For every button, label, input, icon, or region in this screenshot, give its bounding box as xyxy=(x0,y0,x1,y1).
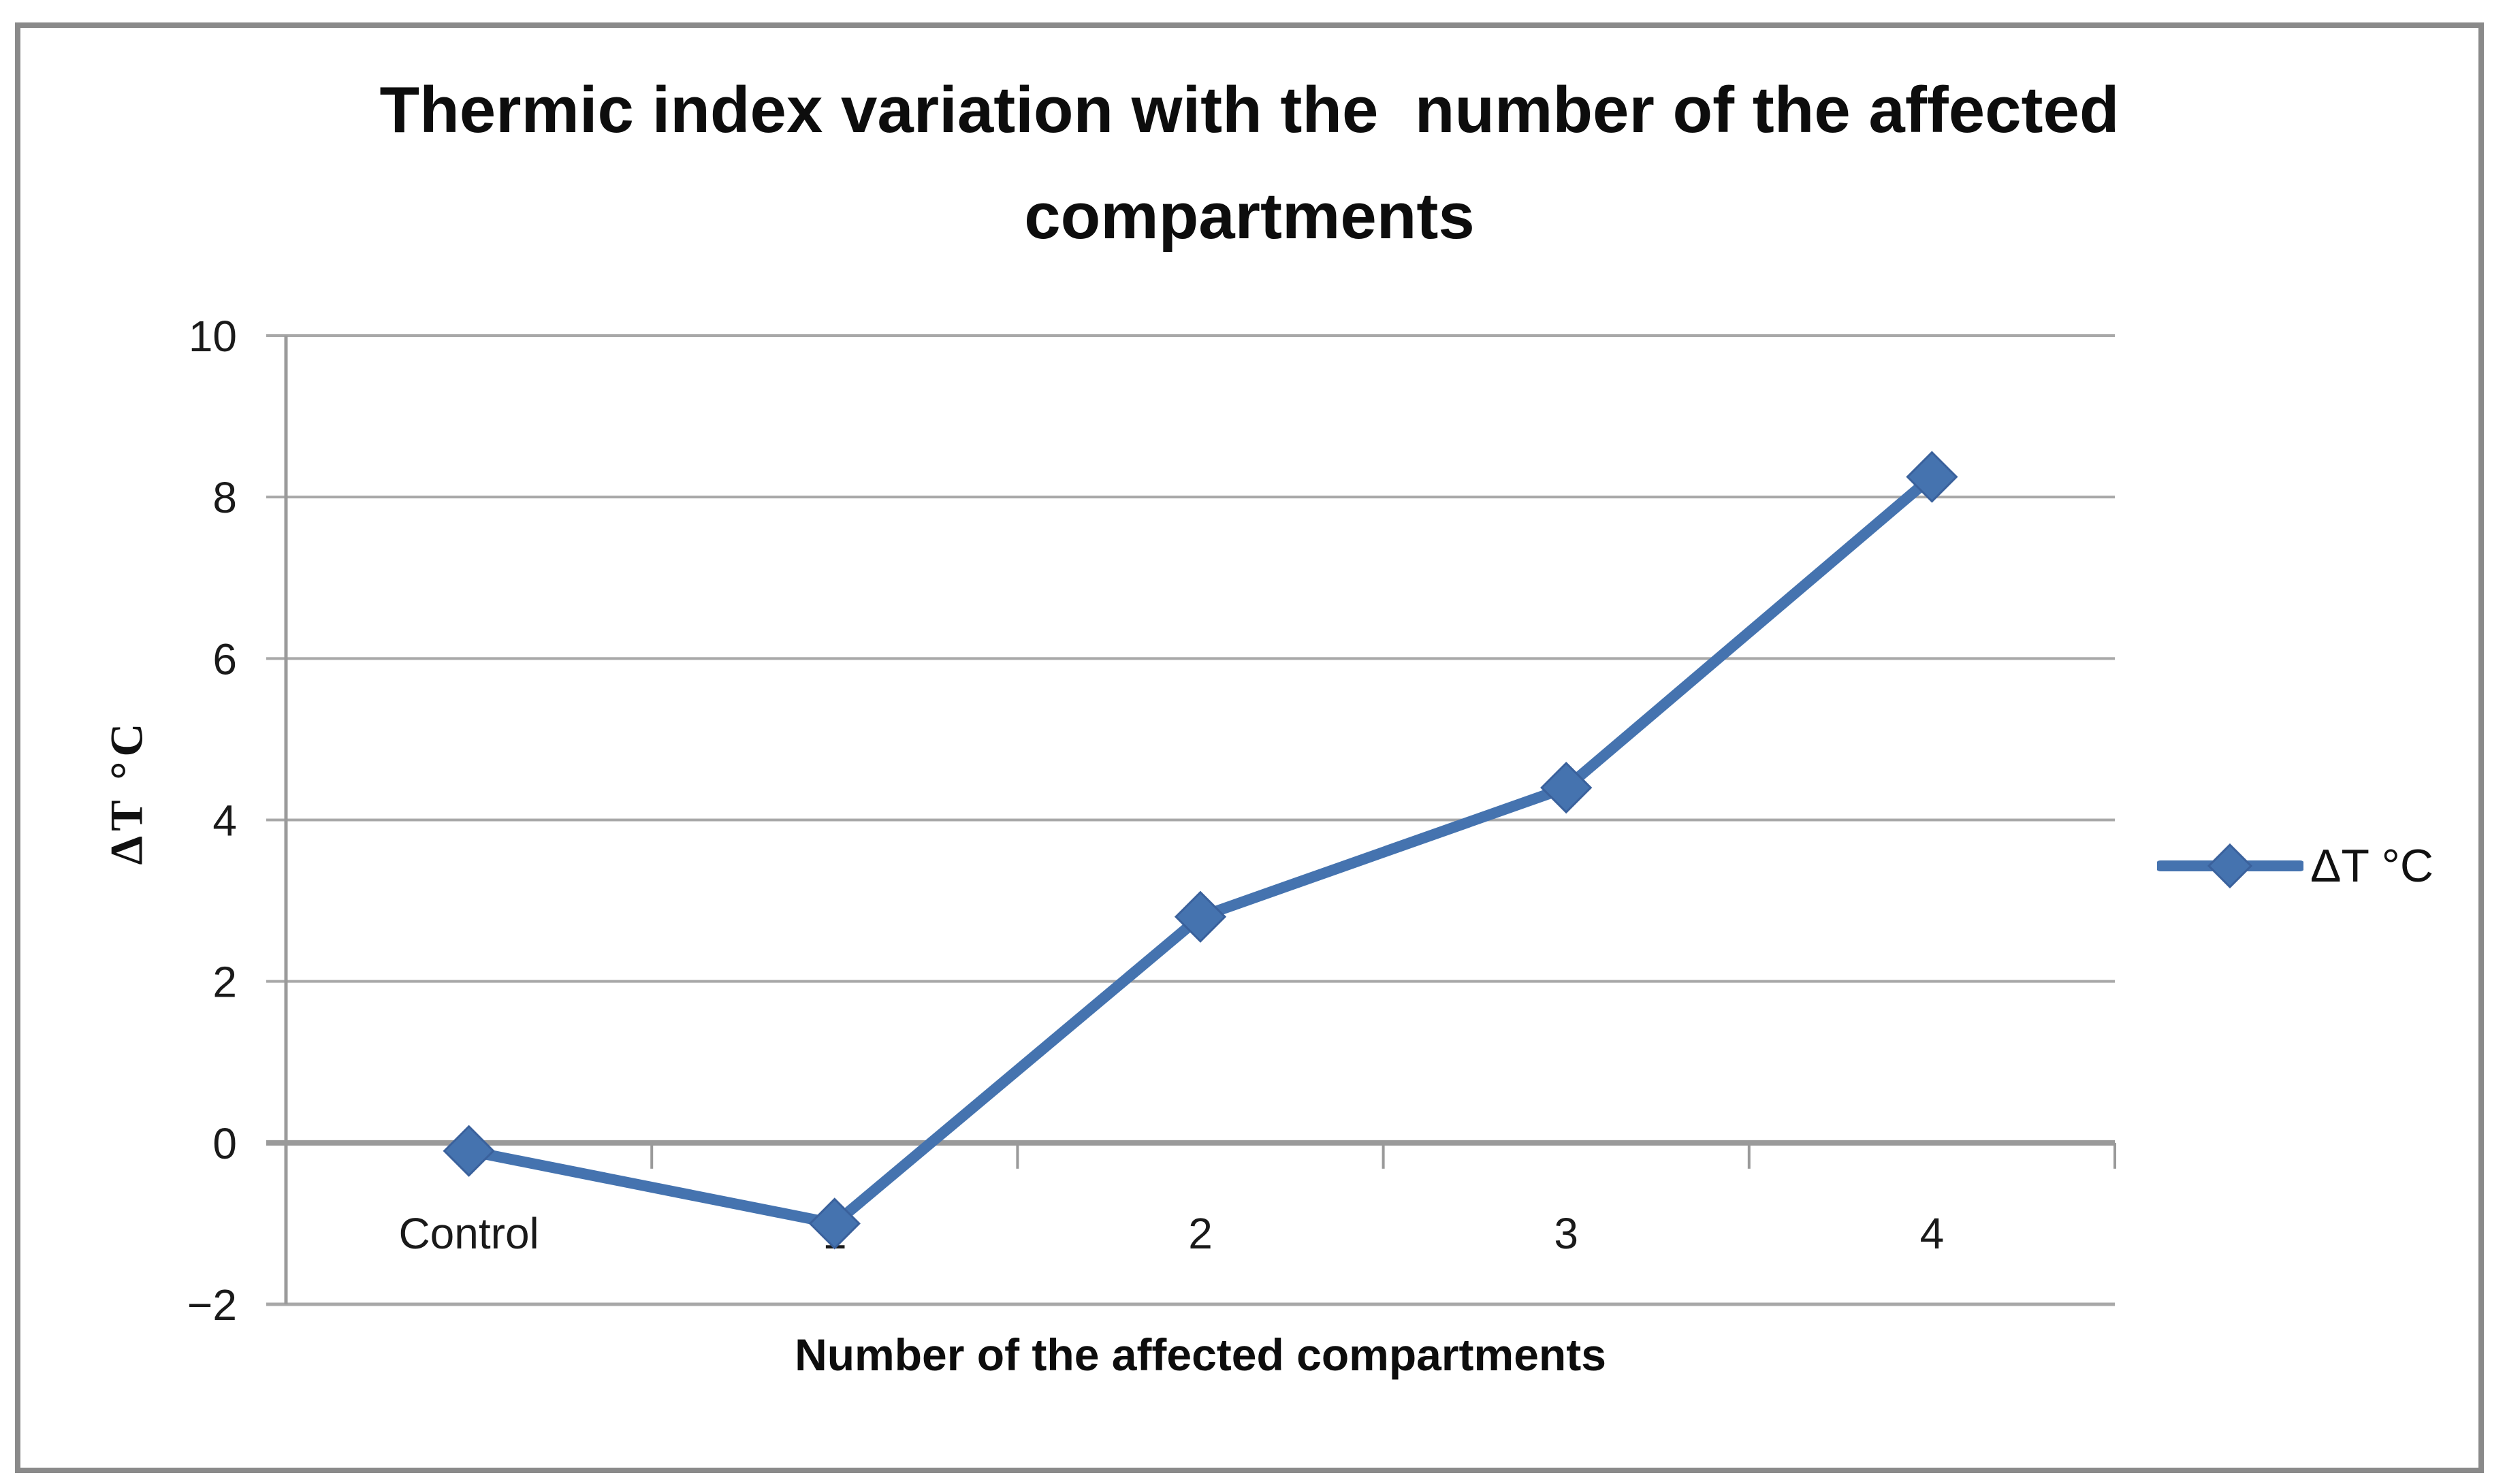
figure-border xyxy=(15,22,2484,1473)
x-category-label: 4 xyxy=(1920,1209,1945,1258)
legend-diamond xyxy=(2207,843,2253,889)
y-tick-label: −2 xyxy=(187,1280,237,1329)
chart-title: Thermic index variation with the number … xyxy=(379,74,2138,253)
y-axis-title: ΔT °C xyxy=(100,718,153,865)
x-category-label: 2 xyxy=(1188,1209,1213,1258)
y-tick-label: 8 xyxy=(212,473,237,522)
y-tick-label: 4 xyxy=(212,796,237,845)
x-axis-title: Number of the affected compartments xyxy=(795,1329,1606,1380)
x-category-label: 3 xyxy=(1554,1209,1578,1258)
legend: ΔT °C xyxy=(2157,832,2434,900)
series-line xyxy=(463,471,1938,1229)
y-tick-label: 6 xyxy=(212,634,237,683)
legend-series-marker-icon xyxy=(2157,843,2303,889)
data-point-marker xyxy=(1540,761,1593,814)
y-tick-label: 2 xyxy=(212,958,237,1007)
y-tick-label: 10 xyxy=(189,312,237,361)
data-point-marker xyxy=(443,1125,495,1177)
x-category-label: Control xyxy=(398,1209,539,1258)
data-point-marker xyxy=(1174,890,1227,943)
data-point-marker xyxy=(1906,451,1958,503)
y-tick-label: 0 xyxy=(212,1119,237,1168)
data-point-marker xyxy=(808,1197,861,1250)
legend-series-label: ΔT °C xyxy=(2310,840,2434,892)
